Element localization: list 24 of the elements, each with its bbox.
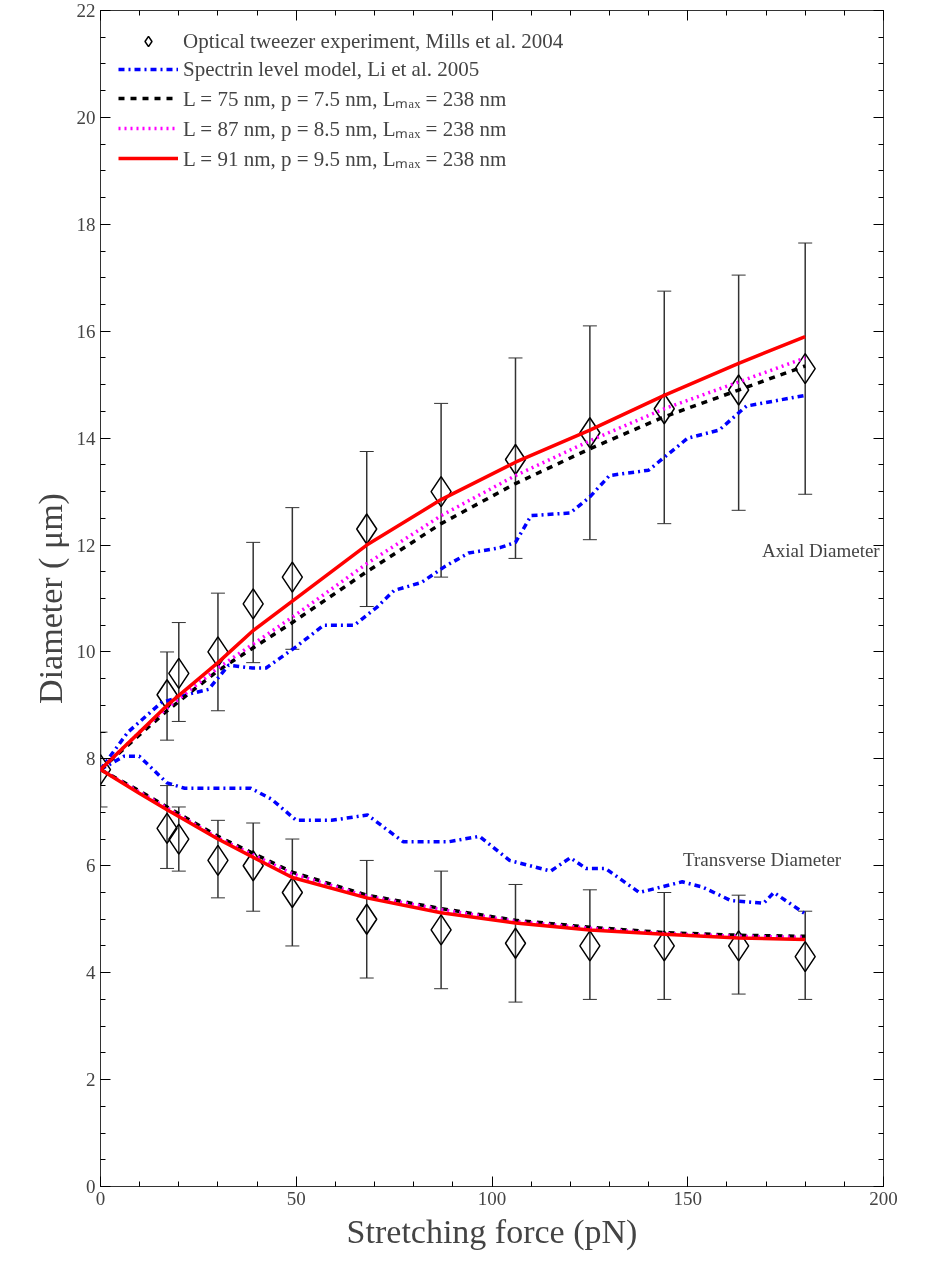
y-tick-label: 22 xyxy=(76,0,96,21)
x-tick-label: 100 xyxy=(477,1187,507,1209)
legend-label: L = 91 nm, p = 9.5 nm, Lₘₐₓ = 238 nm xyxy=(183,146,507,172)
y-tick-label: 6 xyxy=(86,855,96,877)
y-tick-label: 4 xyxy=(86,962,96,984)
x-tick-label: 150 xyxy=(673,1187,702,1209)
y-tick-label: 20 xyxy=(76,106,96,128)
legend-label: L = 75 nm, p = 7.5 nm, Lₘₐₓ = 238 nm xyxy=(183,86,507,112)
legend-label: Optical tweezer experiment, Mills et al. 2004 xyxy=(183,28,564,54)
y-tick-label: 10 xyxy=(76,641,96,663)
legend-label: Spectrin level model, Li et al. 2005 xyxy=(183,56,480,82)
y-tick-label: 16 xyxy=(76,320,96,342)
y-tick-label: 14 xyxy=(76,427,96,449)
annotation: Axial Diameter xyxy=(762,539,881,561)
legend-label: L = 87 nm, p = 8.5 nm, Lₘₐₓ = 238 nm xyxy=(183,116,507,142)
y-tick-label: 18 xyxy=(76,213,96,235)
x-tick-label: 50 xyxy=(286,1187,306,1209)
x-tick-label: 200 xyxy=(869,1187,898,1209)
y-axis-title: Diameter ( μm) xyxy=(31,493,70,704)
y-tick-label: 8 xyxy=(86,748,96,770)
annotation: Transverse Diameter xyxy=(683,848,842,870)
y-tick-label: 12 xyxy=(76,534,96,556)
x-axis-title: Stretching force (pN) xyxy=(346,1212,638,1251)
y-tick-label: 2 xyxy=(86,1069,96,1091)
